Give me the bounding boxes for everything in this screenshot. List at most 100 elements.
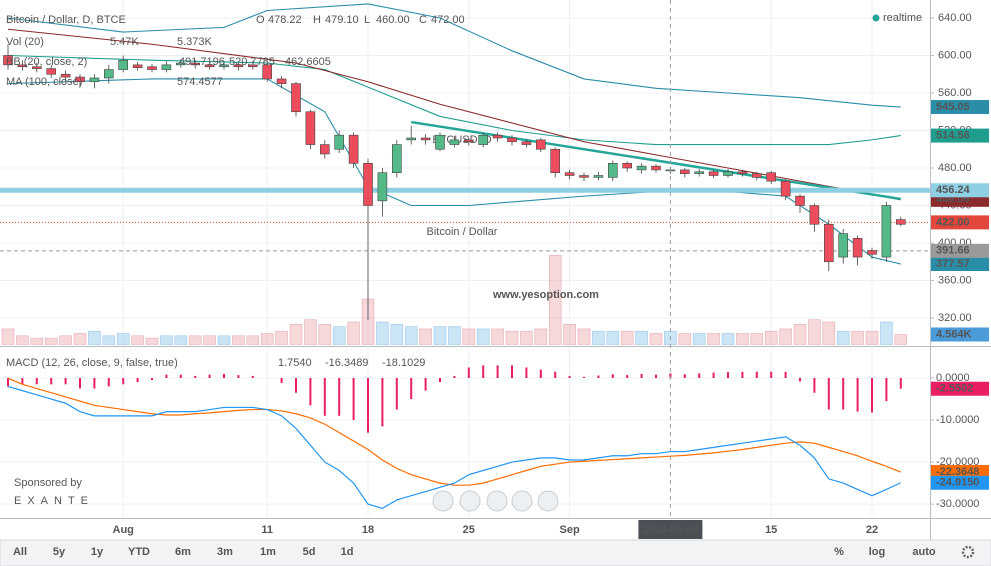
range-button[interactable]: 6m (175, 546, 191, 558)
candle-body (535, 139, 546, 150)
histogram-bar (467, 367, 470, 379)
histogram-bar (7, 378, 9, 387)
histogram-bar (439, 378, 441, 383)
volume-bar (376, 321, 389, 345)
candle-body (176, 62, 186, 66)
candle-body (895, 219, 906, 225)
volume-bar (764, 330, 778, 345)
price-label: 377.57 (936, 258, 970, 270)
volume-bar (16, 335, 29, 345)
candle-body (305, 111, 316, 145)
range-button[interactable]: 1y (91, 546, 104, 558)
x-tick-label: Aug (113, 524, 134, 536)
volume-bar (520, 330, 533, 345)
candle-body (823, 223, 834, 263)
volume-bar (390, 323, 404, 345)
volume-bar (304, 319, 317, 345)
volume-bar (289, 323, 303, 345)
candle-body (3, 55, 13, 66)
histogram-bar (640, 373, 643, 379)
volume-bar (491, 328, 504, 345)
option-button[interactable]: auto (912, 546, 936, 558)
candle-body (550, 148, 561, 173)
histogram-bar (611, 374, 614, 379)
price-label: -24.9150 (936, 477, 979, 489)
watermark: Bitcoin / Dollar (427, 226, 498, 238)
histogram-bar (194, 375, 197, 379)
volume-bar (707, 333, 720, 345)
candle-body (190, 62, 200, 66)
range-button[interactable]: 5d (303, 546, 316, 558)
nav-button[interactable] (511, 490, 533, 512)
price-label-box (931, 243, 989, 258)
volume-bar (505, 330, 519, 345)
volume-bar (808, 319, 821, 345)
volume-bar (275, 330, 288, 345)
histogram-bar (424, 378, 427, 391)
nav-button[interactable] (537, 490, 559, 512)
range-button[interactable]: 1d (341, 546, 354, 558)
settings-button[interactable] (961, 545, 975, 559)
x-tick-label: 18 (362, 524, 374, 536)
candle-body (17, 64, 28, 68)
candle-body (521, 141, 532, 145)
volume-bar (692, 333, 706, 345)
toolbar (0, 539, 991, 566)
volume-bar (318, 323, 332, 345)
candle-body (463, 139, 474, 143)
nav-button[interactable] (432, 490, 454, 512)
price-label: -22.3648 (936, 466, 979, 478)
price-label-box (931, 465, 989, 480)
candle-body (809, 205, 820, 225)
ohlc-value: 478.22 (268, 14, 302, 26)
histogram-bar (871, 378, 873, 413)
range-button[interactable]: 3m (217, 546, 233, 558)
ohlc-key: H (313, 14, 321, 26)
histogram-bar (827, 378, 830, 410)
histogram-bar (179, 374, 182, 379)
candle-body (46, 68, 57, 75)
volume-bar (721, 333, 735, 345)
range-button[interactable]: 5y (53, 546, 66, 558)
candle-body (564, 172, 575, 176)
candle-body (118, 59, 128, 70)
nav-button[interactable] (486, 490, 508, 512)
candle-body (147, 66, 157, 70)
volume-bar (260, 333, 274, 345)
histogram-bar (799, 378, 801, 382)
nav-button[interactable] (459, 490, 481, 512)
crosshair-label: 2014-09-08 (642, 524, 698, 536)
option-button[interactable]: log (869, 546, 886, 558)
option-button[interactable]: % (834, 546, 844, 558)
candle-body (420, 137, 431, 141)
candle-body (75, 76, 85, 83)
histogram-bar (395, 378, 398, 410)
volume-bar (577, 328, 591, 345)
x-tick-label: 15 (765, 524, 777, 536)
volume-bar (851, 330, 864, 345)
candle-body (478, 134, 489, 145)
histogram-bar (784, 371, 787, 379)
indicator-value: 462.6605 (285, 56, 331, 68)
histogram-bar (280, 378, 283, 384)
range-button[interactable]: 1m (260, 546, 276, 558)
price-label-box (931, 128, 989, 143)
histogram-bar (381, 378, 384, 427)
price-label: -2.5502 (936, 383, 973, 395)
price-label: 4.564K (936, 328, 972, 340)
x-tick-label: 25 (463, 524, 475, 536)
chart-title: Bitcoin / Dollar, D, BTCE (6, 14, 126, 26)
volume-bar (102, 335, 116, 345)
ohlc-value: 472.00 (431, 14, 465, 26)
histogram-bar (899, 378, 902, 389)
candle-body (838, 233, 849, 258)
candle-body (507, 137, 517, 143)
histogram-bar (338, 378, 341, 416)
volume-bar (116, 333, 130, 345)
range-button[interactable]: YTD (128, 546, 150, 558)
range-button[interactable]: All (13, 546, 27, 558)
candle-body (852, 238, 863, 258)
